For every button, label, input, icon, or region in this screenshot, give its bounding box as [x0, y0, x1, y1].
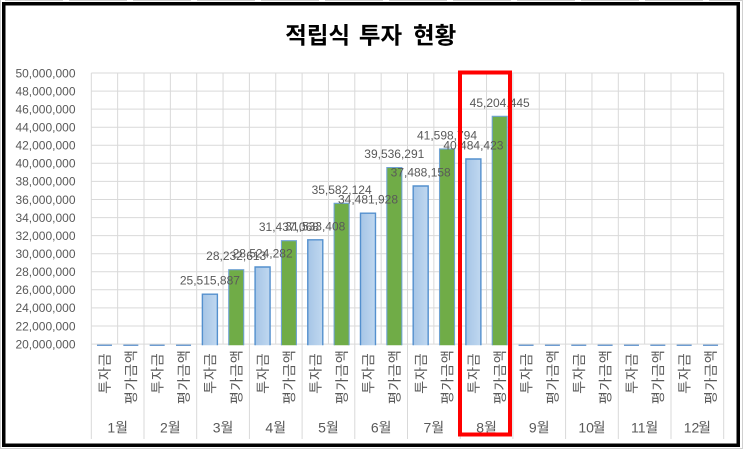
svg-text:40,484,423: 40,484,423 — [443, 139, 503, 153]
svg-text:42,000,000: 42,000,000 — [15, 139, 75, 153]
svg-text:9: 9 — [529, 419, 537, 435]
svg-text:8: 8 — [476, 419, 484, 435]
svg-text:40,000,000: 40,000,000 — [15, 157, 75, 171]
svg-text:41,598,794: 41,598,794 — [417, 128, 477, 142]
svg-text:10: 10 — [578, 419, 594, 435]
svg-text:4: 4 — [265, 419, 273, 435]
svg-text:34,000,000: 34,000,000 — [15, 211, 75, 225]
svg-text:26,000,000: 26,000,000 — [15, 283, 75, 297]
svg-text:11: 11 — [631, 419, 646, 435]
svg-text:6: 6 — [371, 419, 379, 435]
svg-text:1: 1 — [107, 419, 115, 435]
svg-text:28,524,282: 28,524,282 — [233, 247, 293, 261]
svg-text:44,000,000: 44,000,000 — [15, 121, 75, 135]
svg-text:12: 12 — [684, 419, 700, 435]
svg-text:31,437,068: 31,437,068 — [259, 220, 319, 234]
svg-text:22,000,000: 22,000,000 — [15, 319, 75, 333]
svg-text:36,000,000: 36,000,000 — [15, 193, 75, 207]
svg-text:20,000,000: 20,000,000 — [15, 337, 75, 351]
svg-text:50,000,000: 50,000,000 — [15, 66, 75, 80]
svg-text:48,000,000: 48,000,000 — [15, 84, 75, 98]
svg-text:45,204,445: 45,204,445 — [470, 96, 530, 110]
svg-text:7: 7 — [424, 419, 432, 435]
svg-text:37,488,158: 37,488,158 — [391, 166, 451, 180]
svg-text:32,000,000: 32,000,000 — [15, 229, 75, 243]
svg-text:31,533,408: 31,533,408 — [285, 219, 345, 233]
svg-text:39,536,291: 39,536,291 — [364, 147, 424, 161]
svg-text:24,000,000: 24,000,000 — [15, 301, 75, 315]
svg-text:25,515,887: 25,515,887 — [180, 274, 240, 288]
svg-text:28,232,613: 28,232,613 — [206, 249, 266, 263]
svg-text:46,000,000: 46,000,000 — [15, 102, 75, 116]
svg-text:38,000,000: 38,000,000 — [15, 175, 75, 189]
svg-text:30,000,000: 30,000,000 — [15, 247, 75, 261]
svg-text:34,481,928: 34,481,928 — [338, 193, 398, 207]
svg-text:35,582,124: 35,582,124 — [312, 183, 372, 197]
svg-text:5: 5 — [318, 419, 326, 435]
svg-text:2: 2 — [160, 419, 168, 435]
svg-text:3: 3 — [213, 419, 221, 435]
svg-text:28,000,000: 28,000,000 — [15, 265, 75, 279]
